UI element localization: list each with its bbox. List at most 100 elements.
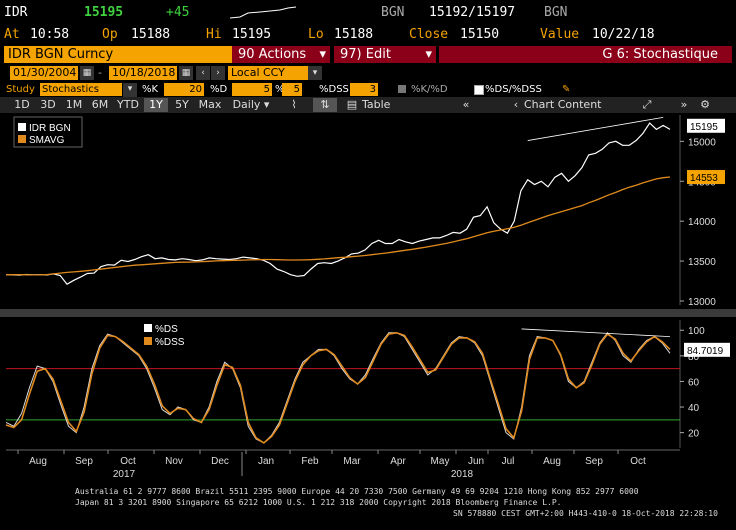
sma-flag <box>687 170 725 185</box>
study-select[interactable]: Stochastics <box>40 83 122 96</box>
quote-details: At 10:58 Op 15188 Hi 15195 Lo 15188 Clos… <box>0 24 736 44</box>
study-bar: Study Stochastics ▾ %K 20 %D 5 %DS 5 %DS… <box>0 82 736 97</box>
sparkline <box>230 6 297 19</box>
dss-input[interactable]: 3 <box>350 83 378 96</box>
tab-1y[interactable]: 1Y <box>144 98 168 112</box>
close-label: Close <box>409 27 449 42</box>
tab-1m[interactable]: 1M <box>65 98 83 111</box>
tab-3d[interactable]: 3D <box>40 98 56 111</box>
x-tick-label: Jul <box>502 456 515 467</box>
stoch-trendline <box>521 328 671 338</box>
x-tick-label: Oct <box>120 456 136 467</box>
x-tick-label: Oct <box>630 456 646 467</box>
x-tick-label: Jan <box>258 456 274 467</box>
actions-menu[interactable]: 90 Actions ▾ <box>232 46 330 63</box>
low-label: Lo <box>308 27 324 42</box>
expand-icon[interactable]: ⤢ <box>642 98 652 111</box>
chevron-right-icon[interactable]: › <box>211 66 225 80</box>
last-price-flag-label: 15195 <box>690 122 718 133</box>
last-price-flag <box>687 118 725 133</box>
price-source-2: BGN <box>544 5 568 20</box>
k-input[interactable]: 20 <box>164 83 204 96</box>
legend-label: %DSS <box>155 337 185 348</box>
k-label: %K <box>142 84 159 95</box>
year-label: 2017 <box>113 469 136 480</box>
high-value: 15195 <box>232 27 272 42</box>
chart-type-icon[interactable]: ⌇ <box>291 98 297 111</box>
security-field[interactable]: IDR BGN Curncy <box>4 46 232 63</box>
footer-contacts-2: Japan 81 3 3201 8900 Singapore 65 6212 1… <box>75 498 562 507</box>
chevron-left-icon[interactable]: ‹ <box>513 98 519 111</box>
checkbox-kd[interactable] <box>398 85 406 93</box>
dropdown-icon[interactable]: ▾ <box>308 66 322 80</box>
tab-1d[interactable]: 1D <box>14 98 30 111</box>
calendar-icon[interactable]: ▦ <box>179 66 193 80</box>
legend-swatch <box>144 337 152 345</box>
legend-label: IDR BGN <box>29 123 71 134</box>
legend-swatch <box>18 123 26 131</box>
at-label: At <box>4 27 20 42</box>
stoch-tick-label: 100 <box>688 326 705 337</box>
sma-series-line <box>6 176 671 276</box>
ticker: IDR <box>4 5 28 20</box>
edit-menu[interactable]: 97) Edit ▾ <box>334 46 436 63</box>
x-tick-label: Nov <box>165 456 183 467</box>
gear-icon[interactable]: ⚙ <box>700 98 710 111</box>
panel-separator <box>0 309 736 317</box>
price-tick-label: 15000 <box>688 137 716 148</box>
graph-title[interactable]: G 6: Stochastique <box>439 46 732 63</box>
frequency-select[interactable]: Daily ▾ <box>232 98 270 111</box>
pencil-icon[interactable]: ✎ <box>562 84 571 95</box>
sma-flag-label: 14553 <box>690 173 718 184</box>
open-label: Op <box>102 27 118 42</box>
chart-content-button[interactable]: Chart Content <box>524 98 602 111</box>
price-panel: 1300013500140001450015000IDR BGNSMAVG151… <box>0 115 736 317</box>
price-change: +45 <box>166 5 190 20</box>
stoch-tick-label: 80 <box>688 352 700 363</box>
date-separator: - <box>98 66 102 79</box>
collapse-left-icon[interactable]: « <box>462 98 470 111</box>
trendline <box>527 117 664 141</box>
x-tick-label: May <box>431 456 450 467</box>
tab-max[interactable]: Max <box>198 98 222 111</box>
currency-select[interactable]: Local CCY <box>228 66 308 80</box>
stoch-tick-label: 40 <box>688 403 700 414</box>
frequency-label: Daily <box>232 98 261 111</box>
legend-swatch <box>144 324 152 332</box>
tab-ytd[interactable]: YTD <box>117 98 139 111</box>
study-label: Study <box>6 84 35 95</box>
table-button[interactable]: Table <box>362 98 391 111</box>
dropdown-icon[interactable]: ▾ <box>123 83 137 97</box>
chart-style-icon[interactable]: ⇅ <box>313 98 337 112</box>
calendar-icon[interactable]: ▦ <box>80 66 94 80</box>
dsdss-label: %DS/%DSS <box>485 84 542 95</box>
tab-5y[interactable]: 5Y <box>175 98 189 111</box>
low-value: 15188 <box>334 27 374 42</box>
start-date-input[interactable]: 01/30/2004 <box>10 66 78 80</box>
year-label: 2018 <box>451 469 474 480</box>
bid-ask: 15192/15197 <box>429 5 516 20</box>
x-tick-label: Sep <box>75 456 93 467</box>
legend-label: %DS <box>155 324 178 335</box>
stoch-tick-label: 20 <box>688 429 700 440</box>
tab-6m[interactable]: 6M <box>91 98 109 111</box>
dropdown-icon: ▾ <box>425 47 432 62</box>
value-date: 10/22/18 <box>592 27 655 42</box>
kd-label: %K/%D <box>411 84 448 95</box>
stoch-tick-label: 60 <box>688 377 700 388</box>
expand-right-icon[interactable]: » <box>680 98 688 111</box>
chevron-left-icon[interactable]: ‹ <box>196 66 210 80</box>
ds-input[interactable]: 5 <box>282 83 302 96</box>
stoch-legend: %DS %DSS <box>144 324 185 348</box>
checkbox-dsdss[interactable] <box>474 85 484 95</box>
last-price: 15195 <box>84 5 124 20</box>
end-date-input[interactable]: 10/18/2018 <box>109 66 177 80</box>
d-input[interactable]: 5 <box>232 83 272 96</box>
quote-bar: IDR 15195 +45 BGN 15192/15197 BGN <box>0 0 736 24</box>
period-tabs: 1D 3D 1M 6M YTD 1Y 5Y Max Daily ▾ ⌇ ⇅ ▤ … <box>0 97 736 113</box>
chart-area[interactable]: 1300013500140001450015000IDR BGNSMAVG151… <box>0 113 736 483</box>
stoch-last-flag <box>684 342 730 357</box>
footer: Australia 61 2 9777 8600 Brazil 5511 239… <box>0 484 736 530</box>
price-tick-label: 13000 <box>688 297 716 308</box>
table-icon: ▤ <box>346 98 358 111</box>
